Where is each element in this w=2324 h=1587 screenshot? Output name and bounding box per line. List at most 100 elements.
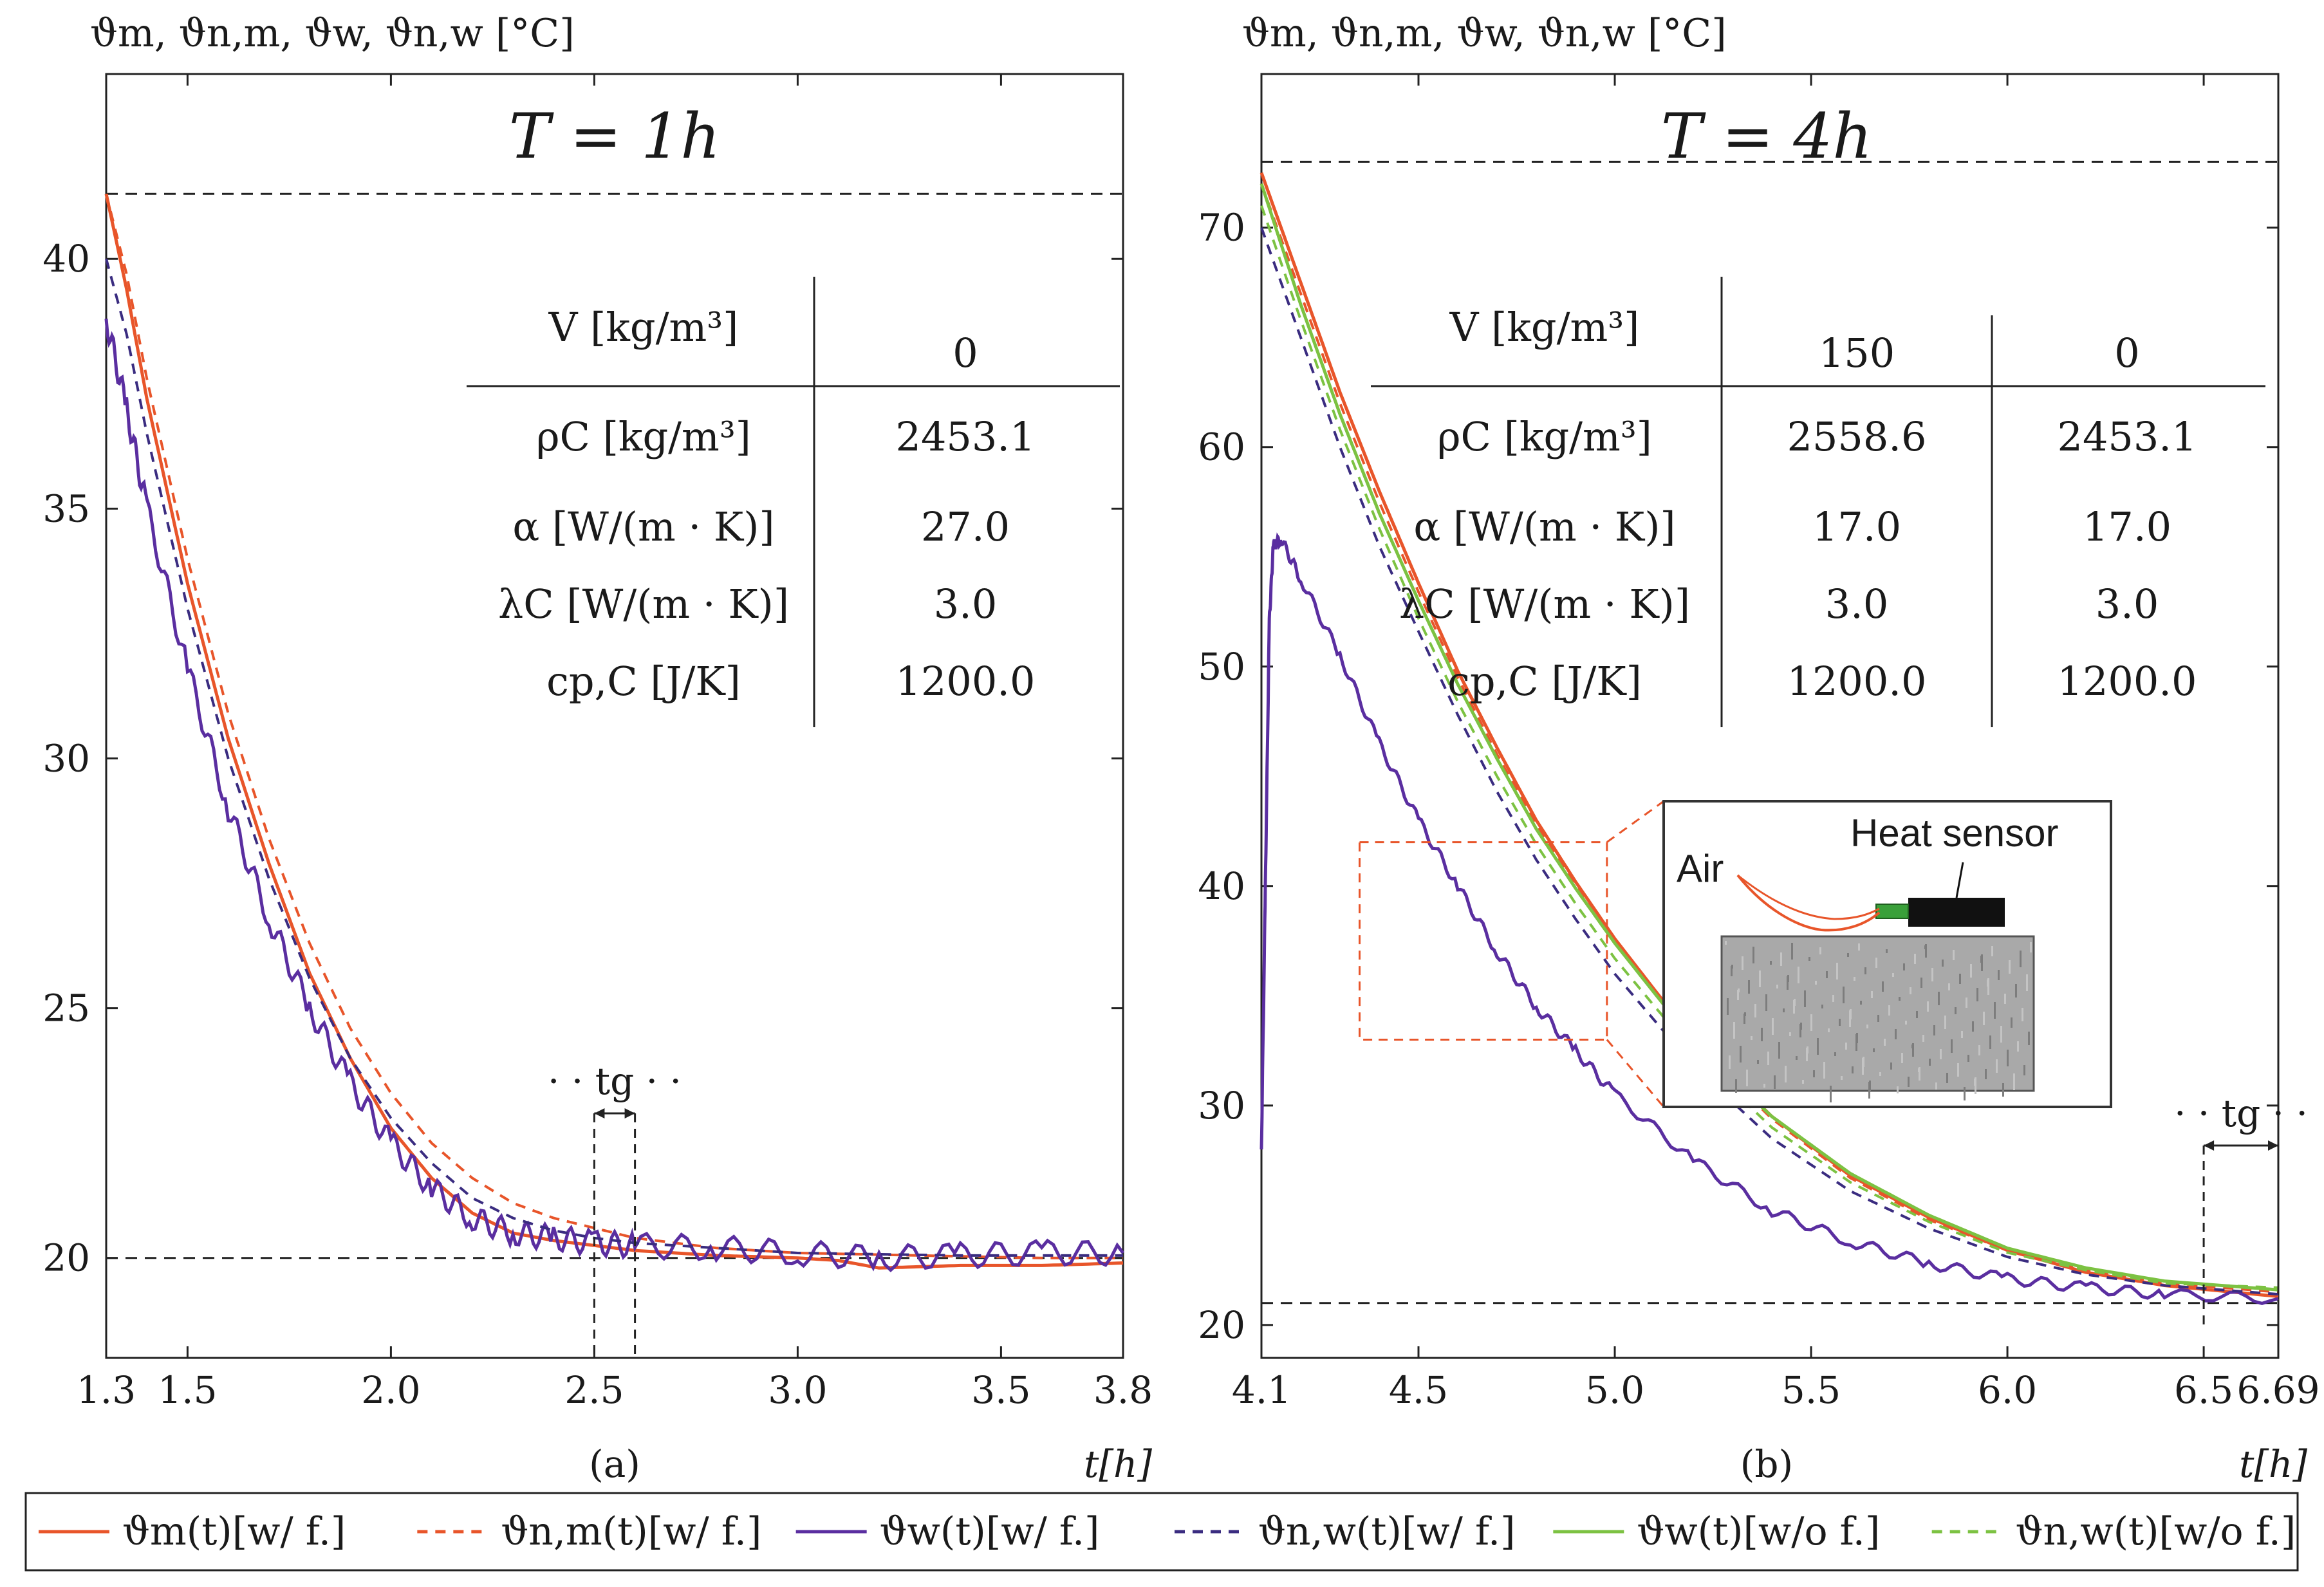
texture-speck (1804, 990, 1806, 1007)
panel-a-series (104, 193, 1124, 1273)
texture-speck (1905, 1021, 1907, 1025)
texture-speck (1953, 950, 1955, 960)
texture-speck (1959, 974, 1961, 984)
texture-speck (1966, 998, 1967, 1008)
sensor-connector (1875, 904, 1909, 919)
y-tick-label: 30 (42, 736, 90, 780)
sensor-pointer (1955, 862, 1964, 898)
y-tick-label: 20 (1198, 1303, 1245, 1347)
texture-speck (1877, 1015, 1879, 1022)
zoom-connector (1606, 800, 1664, 843)
panel-b-series (1260, 172, 2279, 1306)
texture-speck (1994, 1002, 1996, 1019)
texture-speck (1823, 1062, 1825, 1079)
texture-speck (1946, 1073, 1948, 1083)
texture-speck (1957, 1063, 1959, 1077)
texture-speck (1899, 997, 1901, 1001)
legend: ϑm(t)[w/ f.] ϑn,m(t)[w/ f.] ϑw(t)[w/ f.] ϑn… (24, 1492, 2299, 1572)
table-b-row-value: 1200.0 (2058, 658, 2197, 705)
panel-b-ticks: 4.1 4.5 5.0 5.5 6.0 6.5 6.69 20 30 40 50 60 70 (1198, 74, 2320, 1412)
texture-speck (1855, 1034, 1857, 1051)
texture-speck (1987, 979, 1989, 987)
texture-speck (1940, 1049, 1942, 1059)
texture-speck (1757, 1060, 1759, 1064)
texture-speck (1955, 1007, 1957, 1014)
texture-speck (1938, 992, 1940, 1005)
table-a-header-value: 0 (953, 329, 978, 376)
table-a-row-value: 1200.0 (896, 658, 1036, 705)
tg-arrowhead (594, 1108, 605, 1118)
texture-speck (1983, 1012, 1985, 1025)
texture-speck (1886, 949, 1888, 953)
texture-speck (1897, 1086, 1899, 1093)
texture-speck (1830, 1086, 1832, 1102)
texture-speck (1944, 1016, 1946, 1029)
texture-speck (1871, 991, 1873, 998)
texture-speck (1903, 963, 1905, 970)
zoom-box (1359, 841, 1608, 1041)
texture-speck (1864, 967, 1866, 974)
series-line-w_wof (1260, 183, 2279, 1292)
texture-speck (1912, 1043, 1914, 1057)
texture-speck (1927, 1001, 1929, 1012)
texture-speck (1866, 1025, 1868, 1028)
texture-speck (1834, 1052, 1836, 1056)
texture-speck (1873, 1048, 1875, 1052)
texture-speck (1815, 981, 1817, 985)
texture-speck (1967, 1055, 1969, 1062)
x-tick-label: 6.5 (2174, 1368, 2233, 1412)
texture-speck (1828, 1028, 1830, 1032)
texture-speck (2028, 1032, 2030, 1045)
table-a-row-label: cp,C [J/K] (546, 658, 741, 705)
table-b-row-label: ρC [kg/m³] (1437, 413, 1652, 460)
texture-speck (1832, 995, 1834, 1002)
concrete-texture (1725, 941, 2032, 1102)
table-b-header-value: 150 (1819, 329, 1895, 376)
texture-speck (1919, 1067, 1920, 1081)
texture-speck (1918, 1068, 1920, 1072)
texture-speck (1920, 978, 1922, 988)
table-b-row-value: 17.0 (2083, 503, 2171, 550)
panel-b-zoom-box (1359, 800, 1665, 1108)
texture-speck (2030, 942, 2032, 952)
panel-b-ylabel: ϑm, ϑn,m, ϑw, ϑn,w [°C] (1242, 11, 1727, 56)
texture-speck (1901, 1053, 1903, 1063)
panel-b-tg-marker: · · tg · · (2174, 1091, 2308, 1326)
texture-speck (1752, 947, 1754, 963)
texture-speck (2011, 1017, 2013, 1028)
texture-speck (1733, 1022, 1735, 1039)
table-b-row-value: 1200.0 (1787, 658, 1927, 705)
x-tick-label: 4.5 (1389, 1368, 1448, 1412)
texture-speck (1985, 1069, 1987, 1079)
texture-speck (1892, 973, 1894, 977)
table-b-row-value: 2558.6 (1787, 413, 1927, 460)
texture-speck (1761, 1028, 1763, 1041)
texture-speck (1972, 1021, 1974, 1032)
concrete-sample (1720, 935, 2035, 1092)
texture-speck (2004, 994, 2006, 1004)
heat-sensor-box (1908, 898, 2005, 927)
texture-speck (1852, 1066, 1854, 1073)
texture-speck (1948, 983, 1950, 990)
texture-speck (1735, 1079, 1737, 1093)
texture-speck (1961, 1031, 1963, 1038)
panel-b-frame (1260, 73, 2280, 1359)
texture-speck (1793, 1000, 1795, 1014)
texture-speck (2007, 1050, 2009, 1066)
texture-speck (1836, 963, 1838, 979)
texture-speck (1970, 964, 1972, 978)
table-a-row-label: α [W/(m · K)] (512, 503, 774, 550)
texture-speck (1806, 1048, 1808, 1061)
texture-speck (1737, 990, 1739, 1000)
texture-speck (1759, 970, 1761, 987)
texture-speck (1740, 1046, 1742, 1063)
texture-speck (1839, 1019, 1841, 1026)
panel-b-inset: Air Heat sensor (1662, 800, 2112, 1108)
texture-speck (2022, 1008, 2023, 1021)
x-tick-label: 6.69 (2236, 1368, 2319, 1412)
texture-speck (1841, 1076, 1843, 1080)
texture-speck (1765, 994, 1767, 1011)
series-line-nw_wf (1260, 227, 2279, 1296)
texture-speck (1922, 1035, 1924, 1042)
